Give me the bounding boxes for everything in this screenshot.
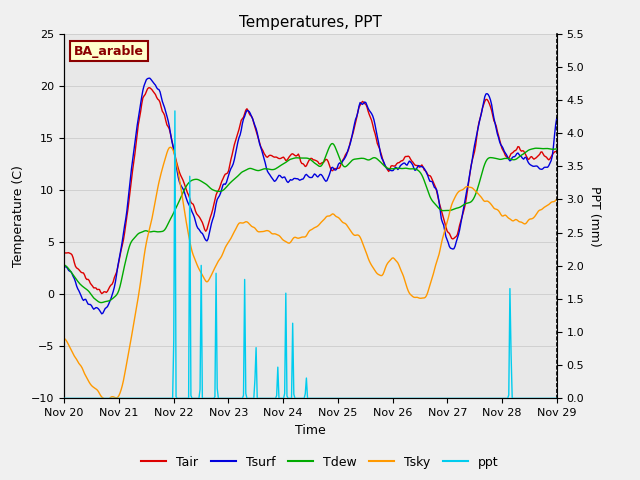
Text: BA_arable: BA_arable xyxy=(74,45,144,58)
Title: Temperatures, PPT: Temperatures, PPT xyxy=(239,15,382,30)
X-axis label: Time: Time xyxy=(295,424,326,437)
Y-axis label: Temperature (C): Temperature (C) xyxy=(12,165,26,267)
Legend: Tair, Tsurf, Tdew, Tsky, ppt: Tair, Tsurf, Tdew, Tsky, ppt xyxy=(136,451,504,474)
Y-axis label: PPT (mm): PPT (mm) xyxy=(588,186,601,246)
